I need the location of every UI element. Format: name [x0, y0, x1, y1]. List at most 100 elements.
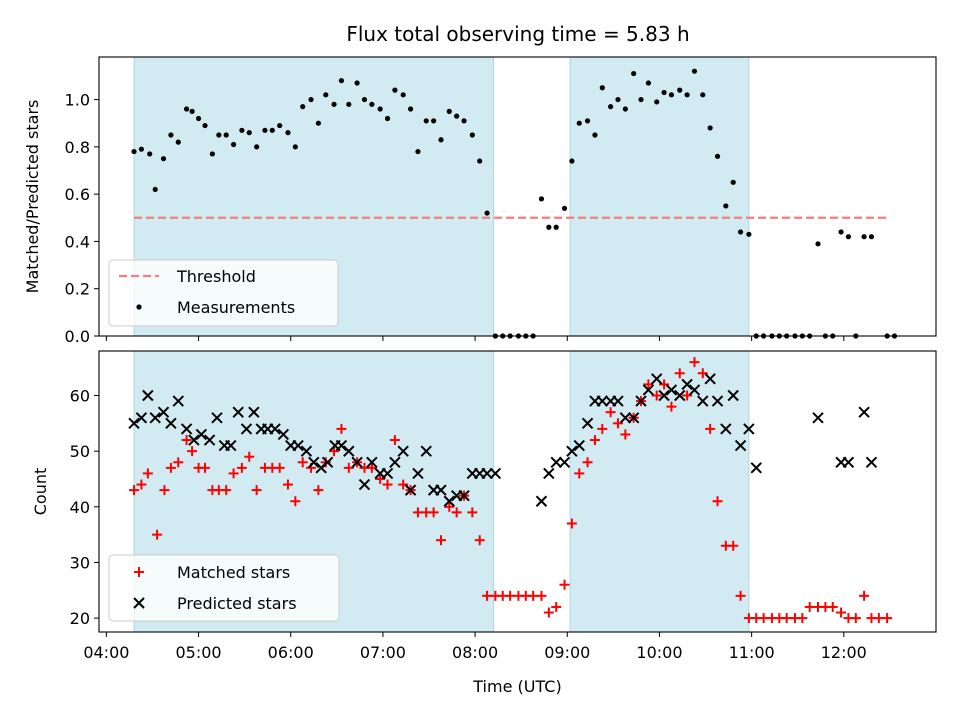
cross-b [133, 597, 145, 609]
observing-interval-shade [569, 350, 750, 633]
matched-star-point [320, 457, 331, 468]
measurement-point [346, 101, 352, 107]
predicted-star-point [535, 495, 548, 507]
predicted-star-point [697, 395, 709, 407]
matched-star-point [697, 368, 708, 379]
cross-b [581, 417, 594, 430]
measurement-point [569, 158, 575, 164]
predicted-star-point [858, 406, 870, 418]
y-tick-label: 0.4 [65, 232, 90, 251]
matched-star-point [467, 507, 478, 518]
predicted-star-point [612, 395, 624, 407]
x-tick-label: 11:00 [729, 643, 775, 662]
panel-count: 20 30 40 50 60 04:00 05:00 06:00 07:00 08:00 09:0… [31, 350, 937, 696]
measurement-point [160, 156, 167, 162]
matched-star-point [582, 457, 593, 468]
measurement-point [285, 130, 291, 136]
y-tick-label: 60 [70, 387, 90, 406]
y-axis-ticks-bottom: 20 30 40 50 60 [70, 387, 99, 628]
cross-b [481, 467, 493, 480]
predicted-star-point [734, 439, 747, 452]
measurement-point [239, 127, 245, 133]
cross-b [343, 445, 355, 457]
cross-b [458, 489, 470, 502]
measurement-point [209, 151, 215, 157]
matched-star-point [187, 446, 198, 457]
matched-star-point [543, 607, 554, 618]
cross-b [412, 467, 424, 480]
matched-star-point [282, 479, 293, 490]
measurement-point [147, 151, 153, 157]
y-tick-label: 0.2 [65, 280, 90, 299]
matched-star-point [244, 451, 255, 462]
matched-star-point [705, 423, 716, 434]
cross-b [642, 384, 655, 396]
matched-star-point [682, 390, 693, 401]
predicted-star-point [389, 456, 401, 468]
measurement-point [707, 125, 713, 131]
cross-b [420, 445, 432, 457]
predicted-star-point [688, 384, 701, 396]
matched-star-point [221, 485, 232, 496]
matched-star-point [797, 613, 808, 624]
measurement-point [195, 115, 202, 122]
matched-star-point [251, 485, 262, 496]
matched-star-point [651, 390, 662, 401]
measurement-point [737, 229, 744, 235]
legend-bottom: Matched stars Predicted stars [108, 554, 340, 622]
legend-measurements-swatch [136, 304, 142, 310]
matched-star-point [343, 462, 354, 473]
predicted-star-point [543, 467, 555, 480]
cross-b [697, 395, 709, 407]
measurement-point [323, 92, 329, 98]
x-tick-label: 04:00 [83, 643, 129, 662]
measurement-point [645, 80, 651, 86]
cross-b [232, 406, 244, 418]
predicted-star-point [172, 395, 184, 407]
predicted-star-point [842, 456, 855, 468]
y-tick-label: 40 [70, 498, 90, 517]
predicted-star-point [596, 395, 609, 407]
measurement-point [622, 106, 628, 112]
measurement-point [183, 106, 190, 112]
predicted-star-point [627, 412, 640, 424]
cross-b [149, 412, 161, 424]
cross-b [300, 445, 313, 457]
measurement-point [377, 106, 383, 112]
measurement-point [423, 118, 429, 124]
cross-b [366, 456, 378, 468]
matched-star-point [129, 485, 140, 496]
y-tick-label: 0.0 [65, 327, 90, 346]
measurement-point [262, 127, 268, 133]
matched-star-point [444, 501, 455, 512]
predicted-star-point [727, 389, 739, 402]
matched-star-point [566, 518, 577, 529]
measurement-point [454, 113, 460, 119]
matched-star-point [389, 435, 400, 446]
matched-star-point [859, 590, 870, 601]
measurement-point [138, 146, 145, 152]
cross-b [443, 495, 455, 507]
x-tick-label: 05:00 [176, 643, 222, 662]
predicted-star-point [180, 423, 193, 435]
matched-star-point [712, 496, 723, 507]
predicted-star-point [550, 456, 562, 468]
measurement-point [546, 224, 552, 230]
measurement-point [315, 120, 321, 126]
measurement-point [175, 139, 181, 145]
measurement-point [369, 101, 375, 107]
cross-b [211, 412, 223, 424]
predicted-star-point [558, 456, 571, 468]
cross-b [188, 434, 200, 446]
measurement-point [407, 106, 414, 112]
cross-b [627, 412, 640, 424]
measurement-point [338, 78, 345, 84]
measurement-point [553, 224, 559, 230]
cross-b [812, 412, 824, 424]
matched-star-point [435, 535, 446, 546]
cross-b [128, 417, 140, 430]
cross-b [225, 439, 237, 452]
predicted-star-point [397, 445, 409, 457]
y-axis-label-ratio: Matched/Predicted stars [23, 100, 42, 294]
matched-star-point [574, 468, 585, 479]
